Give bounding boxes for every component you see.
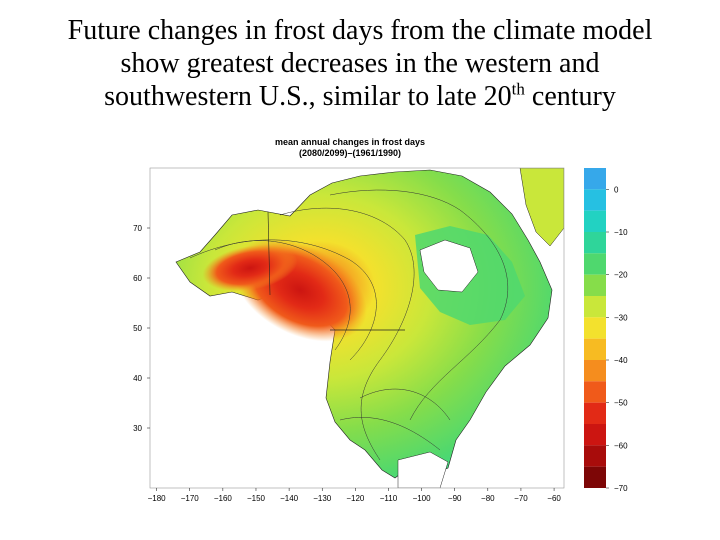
colorbar-tick-label: −40 [614, 356, 628, 365]
slide-title-superscript: th [511, 79, 525, 99]
colorbar-tick-label: −20 [614, 271, 628, 280]
chart-title-block: mean annual changes in frost days (2080/… [180, 137, 520, 159]
colorbar-tick-label: −70 [614, 484, 628, 493]
colorbar-band [584, 232, 606, 254]
y-tick-label: 70 [133, 224, 142, 233]
x-tick-label: −120 [346, 494, 365, 503]
map-panel [149, 167, 565, 489]
x-tick-label: −110 [380, 494, 398, 503]
colorbar-band [584, 360, 606, 382]
x-tick-label: −160 [214, 494, 233, 503]
slide-title-line-3-end: century [524, 81, 616, 112]
y-tick-label: 60 [133, 274, 142, 283]
slide-title-line-1: Future changes in frost days from the cl… [67, 15, 653, 46]
x-tick-label: −140 [280, 494, 299, 503]
colorbar-band [584, 296, 606, 318]
greenland [519, 168, 564, 247]
y-axis-ticks: 70 60 50 40 30 [133, 224, 150, 433]
y-tick-label: 50 [133, 324, 142, 333]
alaska-max-region [202, 244, 298, 292]
slide-title: Future changes in frost days from the cl… [30, 14, 690, 113]
x-tick-label: −150 [247, 494, 266, 503]
colorbar-band [584, 338, 606, 360]
chart-title: mean annual changes in frost days [274, 137, 426, 147]
x-axis-ticks: −180 −170 −160 −150 −140 −130 −120 −110 −100 −90 −… [148, 488, 561, 503]
colorbar-tick-label: −10 [614, 228, 628, 237]
colorbar-band [584, 210, 606, 232]
colorbar-tick-label: 0 [614, 185, 619, 194]
x-tick-label: −70 [514, 494, 528, 503]
y-tick-label: 40 [133, 374, 142, 383]
colorbar-band [584, 424, 606, 446]
x-tick-label: −180 [148, 494, 167, 503]
contour-line [279, 207, 415, 461]
y-tick-label: 30 [133, 424, 142, 433]
colorbar-tick-label: −30 [614, 313, 628, 322]
colorbar-band [584, 317, 606, 339]
slide-title-line-3: southwestern U.S., similar to late 20th … [30, 80, 690, 113]
colorbar-band [584, 168, 606, 190]
slide-title-line-2: show greatest decreases in the western a… [120, 48, 600, 79]
chart-subtitle: (2080/2099)–(1961/1990) [298, 148, 402, 158]
slide-title-line-3-text: southwestern U.S., similar to late 20 [104, 81, 512, 112]
colorbar-band [584, 381, 606, 403]
colorbar-band [584, 466, 606, 488]
contour-line [329, 189, 509, 421]
colorbar-band [584, 253, 606, 275]
colorbar-tick-label: −60 [614, 441, 628, 450]
x-tick-label: −170 [181, 494, 200, 503]
alaska-border [267, 211, 271, 296]
x-tick-label: −80 [481, 494, 495, 503]
contour-line [359, 388, 451, 421]
colorbar-tick-label: −50 [614, 399, 628, 408]
colorbar: 0 −10 −20 −30 −40 −50 −60 −70 [584, 168, 628, 493]
gulf-of-mexico [397, 451, 449, 488]
x-tick-label: −100 [413, 494, 432, 503]
x-tick-label: −90 [448, 494, 462, 503]
colorbar-band [584, 402, 606, 424]
colorbar-band [584, 189, 606, 211]
contour-lines [189, 189, 509, 461]
colorbar-band [584, 445, 606, 467]
x-tick-label: −130 [313, 494, 332, 503]
hudson-bay [419, 239, 479, 293]
x-tick-label: −60 [547, 494, 561, 503]
contour-line [339, 417, 441, 451]
colorbar-band [584, 274, 606, 296]
